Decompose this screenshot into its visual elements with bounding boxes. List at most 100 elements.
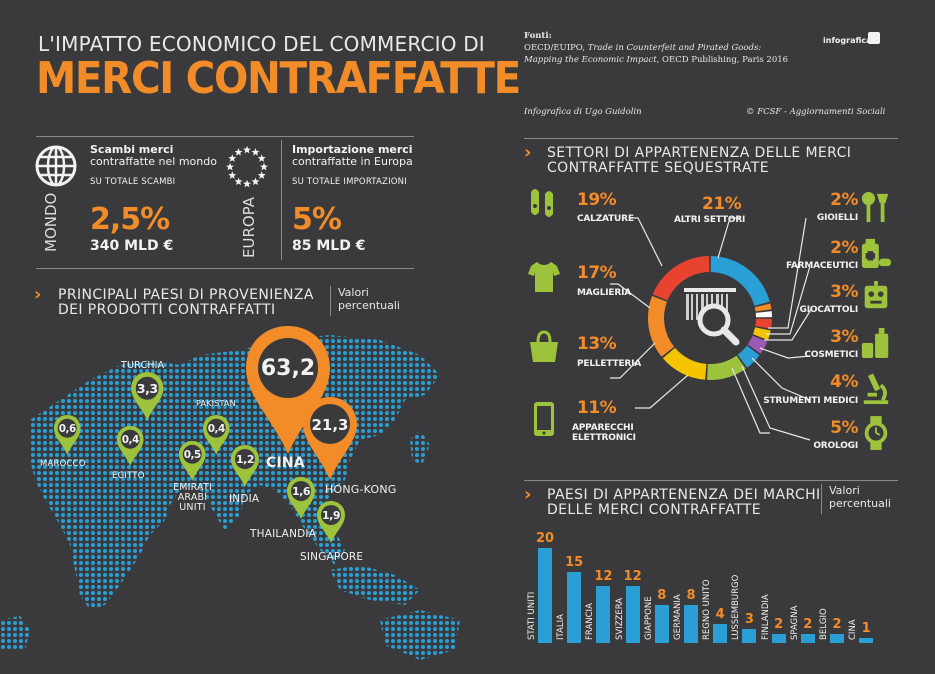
- chevron-right-icon: ›: [34, 284, 42, 305]
- title-line1: L'IMPATTO ECONOMICO DEL COMMERCIO DI: [38, 32, 485, 56]
- map-unit-line2: percentuali: [338, 299, 400, 312]
- eu-star-icon: [260, 162, 268, 171]
- map-label-cina: CINA: [266, 455, 305, 471]
- map-section-title-line2: DEI PRODOTTI CONTRAFFATTI: [58, 302, 276, 318]
- pharma-icon: [860, 236, 892, 270]
- bar-value-label: 15: [565, 554, 584, 570]
- bar-regno-unito: [713, 624, 728, 643]
- eu-star-icon: [234, 148, 243, 156]
- map-pin-singapore: 1,9: [316, 500, 346, 544]
- sectors-donut-chart: [610, 217, 813, 441]
- map-label-hong-kong: HONG-KONG: [325, 483, 397, 496]
- brands-section-title-line1: PAESI DI APPARTENENZA DEI MARCHI: [547, 487, 821, 503]
- bar-category-label: SPAGNA: [789, 605, 800, 640]
- map-label-thailandia: THAILANDIA: [250, 528, 317, 540]
- map-pin-marocco: 0,6: [53, 414, 82, 456]
- map-label-egitto: EGITTO: [112, 471, 145, 481]
- europe-side-label: EUROPA: [240, 196, 258, 258]
- sector-pct: 2%: [830, 238, 858, 258]
- eu-stars-icon: [226, 145, 268, 188]
- bar-category-label: GIAPPONE: [643, 596, 654, 640]
- sectors-section-title-line1: SETTORI DI APPARTENENZA DELLE MERCI: [547, 145, 852, 161]
- divider: [524, 138, 898, 139]
- bar-value-label: 12: [623, 569, 642, 584]
- bar-value-label: 20: [535, 531, 555, 546]
- map-label-singapore: SINGAPORE: [300, 551, 364, 563]
- bar-value-label: 1: [861, 621, 871, 637]
- sector-label: ALTRI SETTORI: [674, 215, 746, 225]
- map-unit-line1: Valori: [338, 286, 369, 299]
- bar-category-label: ITALIA: [556, 614, 567, 640]
- map-pin-pakistan: 0,4: [202, 414, 231, 456]
- bar-category-label: FRANCIA: [585, 603, 596, 640]
- toy-robot-icon: [860, 280, 892, 314]
- map-label-marocco: MAROCCO: [40, 459, 86, 469]
- brands-unit-line2: percentuali: [829, 497, 891, 510]
- sector-pct: 3%: [830, 282, 858, 302]
- donut-slice-calzature: [652, 256, 710, 301]
- leader-line: [610, 342, 656, 379]
- jewels-icon: [860, 190, 892, 224]
- leader-line: [717, 217, 740, 259]
- bar-svizzera: [625, 586, 640, 643]
- chevron-right-icon: ›: [524, 142, 532, 163]
- bar-value-label: 12: [594, 569, 613, 584]
- donut-slice-cosmetici: [753, 327, 771, 340]
- donut-slice-apparecchi-elettronici: [707, 355, 746, 381]
- page-title: MERCI CONTRAFFATTE: [36, 53, 521, 104]
- map-label-pakistan: PAKISTAN: [196, 399, 236, 408]
- leader-line: [759, 347, 811, 359]
- sources-label: Fonti:: [524, 31, 552, 41]
- map-section-title-line1: PRINCIPALI PAESI DI PROVENIENZA: [58, 287, 314, 303]
- map-pin-thailandia: 1,6: [286, 476, 316, 520]
- europe-stat-title: Importazione merci: [292, 143, 413, 156]
- leader-line: [766, 265, 811, 335]
- world-side-label: MONDO: [42, 192, 60, 252]
- smartphone-icon: [527, 396, 561, 442]
- bar-category-label: LUSSEMBURGO: [731, 574, 742, 640]
- bar-cina: [859, 638, 874, 643]
- bar-category-label: BELGIO: [819, 608, 829, 640]
- credit: Infografica di Ugo Guidolin: [524, 107, 642, 117]
- leader-line: [731, 367, 770, 434]
- map-pin-value: 1,9: [322, 509, 341, 522]
- donut-slice-farmaceutici: [754, 303, 772, 312]
- bar-value-label: 3: [744, 611, 754, 627]
- cosmetics-icon: [860, 326, 892, 360]
- sector-label: PELLETTERIA: [577, 359, 642, 369]
- map-label-india: INDIA: [229, 493, 260, 505]
- map-pin-india: 1,2: [230, 444, 260, 488]
- eu-star-icon: [228, 171, 237, 179]
- map-pin-value-cina: 63,2: [260, 356, 316, 381]
- sector-pct: 11%: [577, 398, 617, 418]
- sector-pct: 21%: [702, 194, 742, 214]
- bar-category-label: STATI UNITI: [527, 591, 537, 640]
- donut-slice-maglieria: [648, 296, 675, 357]
- europe-stat-pct: 5%: [292, 202, 342, 237]
- leader-line: [630, 217, 663, 267]
- map-pin-value: 3,3: [136, 381, 158, 397]
- eu-star-icon: [228, 154, 237, 162]
- bar-value-label: 2: [832, 616, 842, 632]
- eu-star-icon: [234, 177, 243, 186]
- leader-line: [741, 365, 811, 441]
- map-pin-value: 0,4: [121, 433, 139, 446]
- eu-star-icon: [251, 177, 260, 186]
- map-label-emirati: EMIRATI ARABI UNITI: [173, 482, 212, 513]
- europe-stat-subtitle: contraffatte in Europa: [292, 155, 413, 168]
- map-pin-value: 0,4: [207, 422, 225, 435]
- sector-label: STRUMENTI MEDICI: [763, 396, 858, 406]
- bar-finlandia: [771, 633, 786, 643]
- bar-category-label: FINLANDIA: [760, 594, 771, 640]
- divider: [821, 484, 822, 514]
- sector-pct: 2%: [830, 190, 858, 210]
- handbag-icon: [527, 328, 561, 364]
- donut-slice-gioielli: [755, 311, 772, 318]
- bar-francia: [596, 586, 611, 643]
- map-label-turchia: TURCHIA: [121, 360, 165, 371]
- eu-star-icon: [257, 171, 266, 179]
- microscope-icon: [860, 372, 892, 406]
- sector-pct: 17%: [577, 263, 617, 283]
- europe-stat-note: SU TOTALE IMPORTAZIONI: [292, 177, 407, 187]
- sector-label: MAGLIERIA: [577, 288, 631, 298]
